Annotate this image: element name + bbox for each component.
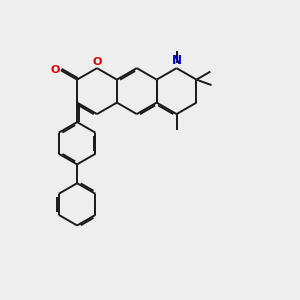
Text: O: O [50,65,60,75]
Text: N: N [172,54,182,67]
Text: O: O [92,57,102,67]
